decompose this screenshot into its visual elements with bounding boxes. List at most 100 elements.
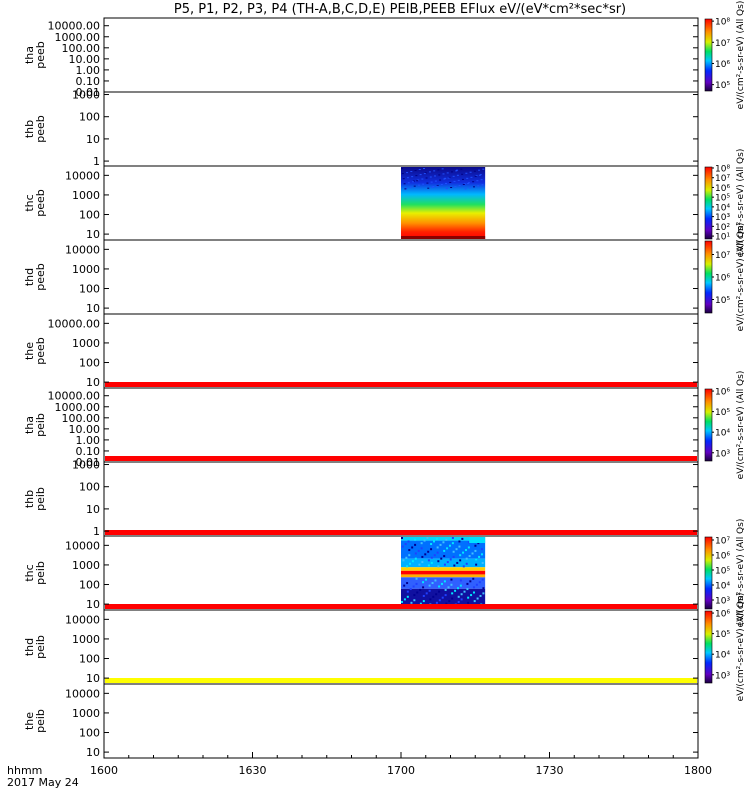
panel-frame xyxy=(103,17,699,93)
spectrogram-pixel xyxy=(443,555,446,558)
spectrogram-pixel xyxy=(422,600,425,603)
spectrogram-pixel xyxy=(423,173,426,175)
spectrogram-pixel xyxy=(482,587,485,590)
y-tick-label: 100 xyxy=(79,579,100,592)
colorbar-tick-label: 10³ xyxy=(715,213,730,223)
spectrogram-pixel xyxy=(445,182,448,184)
spectrogram-pixel xyxy=(443,580,446,583)
spectrogram-pixel xyxy=(459,579,462,582)
spectrogram-tail-top xyxy=(469,537,486,543)
y-axis-label-line: peeb xyxy=(34,337,47,365)
spectrogram-pixel xyxy=(412,181,415,183)
y-tick-label: 10000.00 xyxy=(48,20,101,33)
spectrogram-pixel xyxy=(408,554,411,557)
spectrogram-pixel xyxy=(438,599,441,602)
spectrogram-pixel xyxy=(411,560,414,563)
spectrogram-pixel xyxy=(436,551,439,554)
spectrogram-pixel xyxy=(455,548,458,551)
colorbar-label: eV/(cm²-s-sr-eV) (All Qs) xyxy=(736,149,746,258)
spectrogram-pixel xyxy=(421,555,424,558)
colorbar-gradient xyxy=(704,240,713,314)
y-axis-label-line: thc xyxy=(23,564,36,581)
panel-frame xyxy=(103,313,699,389)
y-tick-label: 10.00 xyxy=(69,53,101,66)
spectrogram-pixel xyxy=(462,183,465,185)
spectrogram-pixel xyxy=(431,582,434,585)
panels: 10000.001000.00100.0010.001.000.100.01th… xyxy=(23,1,746,759)
spectrogram-pixel xyxy=(461,537,464,540)
spectrogram-pixel xyxy=(480,553,483,556)
spectrogram-pixel xyxy=(408,549,411,552)
spectrogram-pixel xyxy=(422,183,425,185)
spectrogram-pixel xyxy=(416,591,419,594)
spectrogram-pixel xyxy=(449,558,452,561)
spectrogram-band-6 xyxy=(401,577,486,589)
spectrogram-pixel xyxy=(435,601,438,604)
y-tick-label: 100 xyxy=(79,111,100,124)
spectrogram-pixel xyxy=(465,562,468,565)
spectrogram-band-3 xyxy=(401,567,486,571)
spectrogram-pixel xyxy=(415,582,418,585)
spectrogram-pixel xyxy=(469,171,472,173)
colorbar-tick-label: 10¹ xyxy=(715,233,730,243)
spectrogram-pixel xyxy=(406,177,409,179)
colorbar-tick-label: 10⁴ xyxy=(715,651,730,661)
y-tick-label: 1000 xyxy=(72,89,100,102)
flag-bar-tha_peib xyxy=(105,456,697,461)
spectrogram-pixel xyxy=(453,564,456,567)
colorbar-gradient xyxy=(704,536,713,610)
spectrogram-pixel xyxy=(425,177,428,179)
spectrogram-pixel xyxy=(475,583,478,586)
panel-frame xyxy=(103,683,699,759)
colorbar-tick-label: 10⁶ xyxy=(715,274,730,284)
spectrogram-pixel xyxy=(448,600,451,603)
y-axis-label-thb_peeb: thbpeeb xyxy=(23,115,47,143)
spectrogram-pixel xyxy=(465,172,468,174)
y-tick-label: 0.10 xyxy=(76,75,101,88)
spectrogram-pixel xyxy=(453,180,456,182)
spectrogram-pixel xyxy=(433,170,436,172)
spectrogram-pixel xyxy=(470,176,473,178)
spectrogram-pixel xyxy=(440,582,443,585)
spectrogram-pixel xyxy=(432,186,435,188)
spectrogram-pixel xyxy=(482,168,485,170)
spectrogram-pixel xyxy=(462,551,465,554)
spectrogram-pixel xyxy=(462,565,465,568)
spectrogram-pixel xyxy=(430,556,433,559)
spectrogram-pixel xyxy=(451,592,454,595)
y-axis-label-line: peeb xyxy=(34,189,47,217)
spectrogram-pixel xyxy=(435,185,438,187)
y-tick-label: 1000.00 xyxy=(55,31,101,44)
colorbar-tick-label: 10⁷ xyxy=(715,251,730,261)
spectrogram-pixel xyxy=(455,170,458,172)
spectrogram-pixel xyxy=(419,588,422,591)
spectrogram-pixel xyxy=(472,586,475,589)
spectrogram-pixel xyxy=(472,186,475,188)
x-tick-label: 1800 xyxy=(684,764,712,777)
y-tick-label: 1000 xyxy=(72,189,100,202)
y-tick-label: 10000 xyxy=(65,613,100,626)
spectrogram-pixel xyxy=(435,537,438,540)
spectrogram-band-0 xyxy=(401,537,486,541)
spectrogram-pixel xyxy=(467,601,470,604)
spectrogram-pixel xyxy=(444,177,447,179)
y-tick-label: 10 xyxy=(86,376,100,389)
y-tick-label: 1000.00 xyxy=(55,401,101,414)
spectrogram-pixel xyxy=(416,180,419,182)
y-tick-label: 100.00 xyxy=(62,42,101,55)
y-tick-label: 10 xyxy=(86,503,100,516)
spectrogram-band-4 xyxy=(401,570,486,575)
colorbar-label: eV/(cm²-s-sr-eV) (All Qs) xyxy=(736,223,746,332)
colorbar-label: eV/(cm²-s-sr-eV) (All Qs) xyxy=(736,593,746,702)
y-axis-label-line: peeb xyxy=(34,115,47,143)
spectrogram-low-energy-band xyxy=(401,236,486,239)
y-tick-label: 1000 xyxy=(72,707,100,720)
colorbar-thd_peib: 10⁶ 10⁵ 10⁴ 10³ eV/(cm²-s-sr-eV) (All Qs) xyxy=(704,593,746,702)
spectrogram-pixel xyxy=(481,561,484,564)
spectrogram-pixel xyxy=(439,543,442,546)
spectrogram-pixel xyxy=(456,174,459,176)
spectrogram-pixel xyxy=(456,169,459,171)
spectrogram-pixel xyxy=(444,588,447,591)
y-tick-label: 0.01 xyxy=(76,456,101,469)
